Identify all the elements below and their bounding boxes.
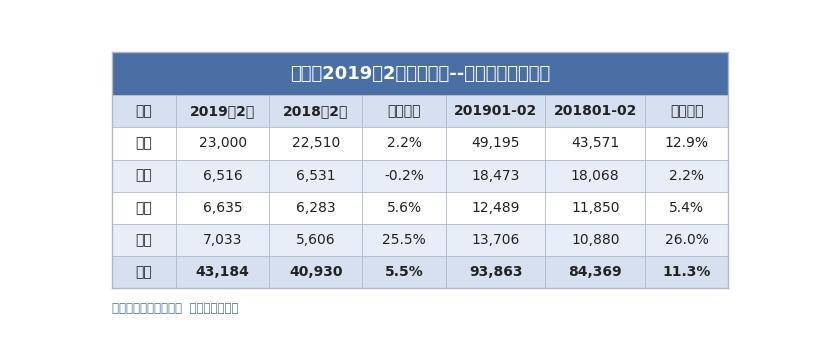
Text: 其他: 其他 — [136, 233, 152, 247]
Text: 5.4%: 5.4% — [668, 201, 704, 215]
Text: 2.2%: 2.2% — [387, 136, 421, 151]
Text: 12.9%: 12.9% — [664, 136, 708, 151]
Text: 6,283: 6,283 — [296, 201, 335, 215]
Bar — [112, 256, 727, 288]
Text: 13,706: 13,706 — [471, 233, 519, 247]
Text: 25.5%: 25.5% — [382, 233, 426, 247]
Text: 7,033: 7,033 — [203, 233, 242, 247]
Text: 2018年2月: 2018年2月 — [283, 104, 348, 118]
Text: 2.2%: 2.2% — [668, 169, 704, 183]
Text: -0.2%: -0.2% — [384, 169, 423, 183]
Bar — [112, 224, 727, 256]
Text: 43,571: 43,571 — [570, 136, 618, 151]
Bar — [112, 192, 727, 224]
Bar — [112, 95, 727, 127]
Text: 93,863: 93,863 — [468, 265, 522, 279]
Text: 40,930: 40,930 — [289, 265, 342, 279]
Text: 10,880: 10,880 — [570, 233, 618, 247]
Text: 12,489: 12,489 — [471, 201, 519, 215]
Text: 2019年2月: 2019年2月 — [190, 104, 255, 118]
Text: 地区: 地区 — [136, 104, 152, 118]
Text: 201801-02: 201801-02 — [553, 104, 636, 118]
Text: 49,195: 49,195 — [471, 136, 519, 151]
Text: 22,510: 22,510 — [292, 136, 340, 151]
Text: 同比变化: 同比变化 — [669, 104, 703, 118]
Text: 5.5%: 5.5% — [384, 265, 423, 279]
Text: 6,635: 6,635 — [203, 201, 242, 215]
Text: 6,516: 6,516 — [202, 169, 242, 183]
Bar — [112, 52, 727, 95]
Text: 5.6%: 5.6% — [387, 201, 421, 215]
Text: 同比变化: 同比变化 — [387, 104, 420, 118]
Text: 11.3%: 11.3% — [662, 265, 710, 279]
Text: 数据来源：沃尔沃汽车  整理：盖世汽车: 数据来源：沃尔沃汽车 整理：盖世汽车 — [112, 302, 238, 315]
Text: 23,000: 23,000 — [198, 136, 247, 151]
Text: 中国: 中国 — [136, 169, 152, 183]
Text: 欧洲: 欧洲 — [136, 136, 152, 151]
Text: 26.0%: 26.0% — [664, 233, 708, 247]
Bar — [112, 127, 727, 160]
Text: 84,369: 84,369 — [568, 265, 622, 279]
Bar — [112, 160, 727, 192]
Text: 6,531: 6,531 — [296, 169, 335, 183]
Text: 沃尔沃2019年2月全球销量--【盖世汽车整理】: 沃尔沃2019年2月全球销量--【盖世汽车整理】 — [290, 65, 550, 83]
Text: 201901-02: 201901-02 — [454, 104, 536, 118]
Text: 11,850: 11,850 — [570, 201, 618, 215]
Text: 18,068: 18,068 — [570, 169, 619, 183]
Text: 5,606: 5,606 — [296, 233, 335, 247]
Text: 美国: 美国 — [136, 201, 152, 215]
Text: 43,184: 43,184 — [196, 265, 250, 279]
Text: 合计: 合计 — [136, 265, 152, 279]
Text: 18,473: 18,473 — [471, 169, 519, 183]
